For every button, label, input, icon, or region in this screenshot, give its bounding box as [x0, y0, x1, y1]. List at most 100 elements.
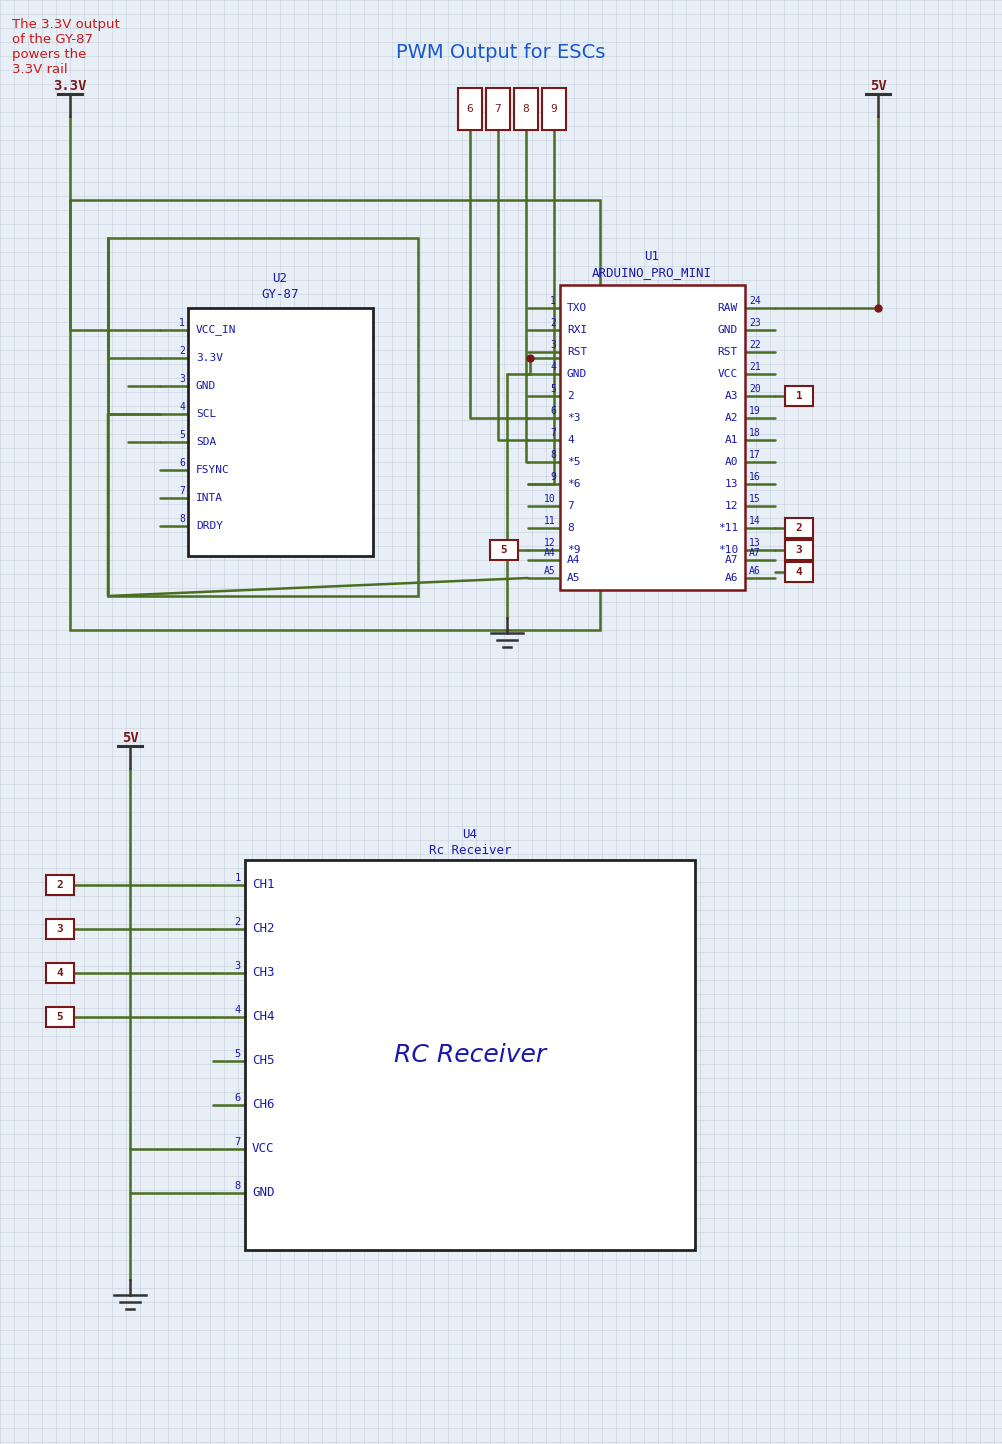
Text: 5: 5 — [179, 430, 185, 440]
Text: 13: 13 — [749, 539, 761, 549]
Text: 3: 3 — [796, 544, 803, 554]
Text: A7: A7 — [724, 554, 738, 565]
Text: VCC_IN: VCC_IN — [196, 325, 236, 335]
Text: FSYNC: FSYNC — [196, 465, 229, 475]
Text: GY-87: GY-87 — [262, 287, 299, 300]
Bar — [560, 284, 745, 591]
Text: 19: 19 — [749, 406, 761, 416]
Text: 18: 18 — [749, 427, 761, 438]
Text: 23: 23 — [749, 318, 761, 328]
Text: 1: 1 — [179, 318, 185, 328]
Text: 4: 4 — [796, 567, 803, 578]
Text: A6: A6 — [724, 573, 738, 583]
Text: 4: 4 — [179, 401, 185, 412]
Bar — [514, 88, 538, 130]
Text: U4: U4 — [463, 829, 478, 842]
Text: 8: 8 — [567, 523, 574, 533]
Text: A6: A6 — [749, 566, 761, 576]
Text: *6: *6 — [567, 479, 580, 490]
Bar — [108, 238, 418, 596]
Text: 1: 1 — [550, 296, 556, 306]
Text: 3.3V: 3.3V — [53, 79, 87, 92]
Text: 4: 4 — [567, 435, 574, 445]
Text: A5: A5 — [544, 566, 556, 576]
Text: 5V: 5V — [870, 79, 887, 92]
Text: 5: 5 — [501, 544, 507, 554]
Text: TXO: TXO — [567, 303, 587, 313]
Text: 9: 9 — [551, 104, 557, 114]
Text: 24: 24 — [749, 296, 761, 306]
Bar — [785, 562, 813, 582]
Text: 3.3V: 3.3V — [196, 352, 223, 362]
Text: INTA: INTA — [196, 492, 223, 503]
Bar — [46, 963, 74, 983]
Text: 7: 7 — [495, 104, 501, 114]
Text: 2: 2 — [234, 917, 241, 927]
Text: 2: 2 — [567, 391, 574, 401]
Text: 6: 6 — [234, 1093, 241, 1103]
Text: 8: 8 — [234, 1181, 241, 1191]
Text: 12: 12 — [544, 539, 556, 549]
Text: DRDY: DRDY — [196, 521, 223, 531]
Text: RXI: RXI — [567, 325, 587, 335]
Text: 16: 16 — [749, 472, 761, 482]
Text: 6: 6 — [179, 458, 185, 468]
Text: RAW: RAW — [717, 303, 738, 313]
Text: GND: GND — [252, 1187, 275, 1200]
Text: 8: 8 — [523, 104, 529, 114]
Text: 7: 7 — [179, 487, 185, 495]
Text: 6: 6 — [550, 406, 556, 416]
Text: 11: 11 — [544, 516, 556, 526]
Text: 5: 5 — [57, 1012, 63, 1022]
Bar — [458, 88, 482, 130]
Bar — [46, 1006, 74, 1027]
Text: A1: A1 — [724, 435, 738, 445]
Text: CH6: CH6 — [252, 1099, 275, 1112]
Bar — [188, 308, 373, 556]
Text: 8: 8 — [550, 451, 556, 461]
Text: SDA: SDA — [196, 438, 216, 448]
Text: ARDUINO_PRO_MINI: ARDUINO_PRO_MINI — [592, 267, 712, 280]
Text: RST: RST — [717, 347, 738, 357]
Text: GND: GND — [717, 325, 738, 335]
Text: 1: 1 — [234, 874, 241, 882]
Text: A3: A3 — [724, 391, 738, 401]
Text: 2: 2 — [57, 879, 63, 890]
Text: A4: A4 — [544, 549, 556, 557]
Text: 3: 3 — [179, 374, 185, 384]
Text: 3: 3 — [57, 924, 63, 934]
Text: RC Receiver: RC Receiver — [394, 1043, 546, 1067]
Text: 15: 15 — [749, 494, 761, 504]
Text: 4: 4 — [57, 967, 63, 978]
Text: 8: 8 — [179, 514, 185, 524]
Text: 3: 3 — [550, 339, 556, 349]
Text: A7: A7 — [749, 549, 761, 557]
Bar — [245, 861, 695, 1251]
Text: 4: 4 — [234, 1005, 241, 1015]
Text: 5V: 5V — [121, 731, 138, 745]
Text: *10: *10 — [717, 544, 738, 554]
Text: 6: 6 — [467, 104, 473, 114]
Bar — [542, 88, 566, 130]
Text: *3: *3 — [567, 413, 580, 423]
Text: Rc Receiver: Rc Receiver — [429, 843, 511, 856]
Text: RST: RST — [567, 347, 587, 357]
Text: GND: GND — [567, 370, 587, 378]
Text: 9: 9 — [550, 472, 556, 482]
Text: 7: 7 — [550, 427, 556, 438]
Text: U1: U1 — [644, 250, 659, 263]
Text: 10: 10 — [544, 494, 556, 504]
Text: *9: *9 — [567, 544, 580, 554]
Text: GND: GND — [196, 381, 216, 391]
Text: 5: 5 — [234, 1048, 241, 1058]
Bar — [46, 918, 74, 939]
Text: 22: 22 — [749, 339, 761, 349]
Bar — [490, 540, 518, 560]
Text: CH1: CH1 — [252, 878, 275, 891]
Text: 4: 4 — [550, 362, 556, 373]
Text: VCC: VCC — [252, 1142, 275, 1155]
Text: A5: A5 — [567, 573, 580, 583]
Text: 5: 5 — [550, 384, 556, 394]
Text: CH3: CH3 — [252, 966, 275, 979]
Text: U2: U2 — [273, 271, 288, 284]
